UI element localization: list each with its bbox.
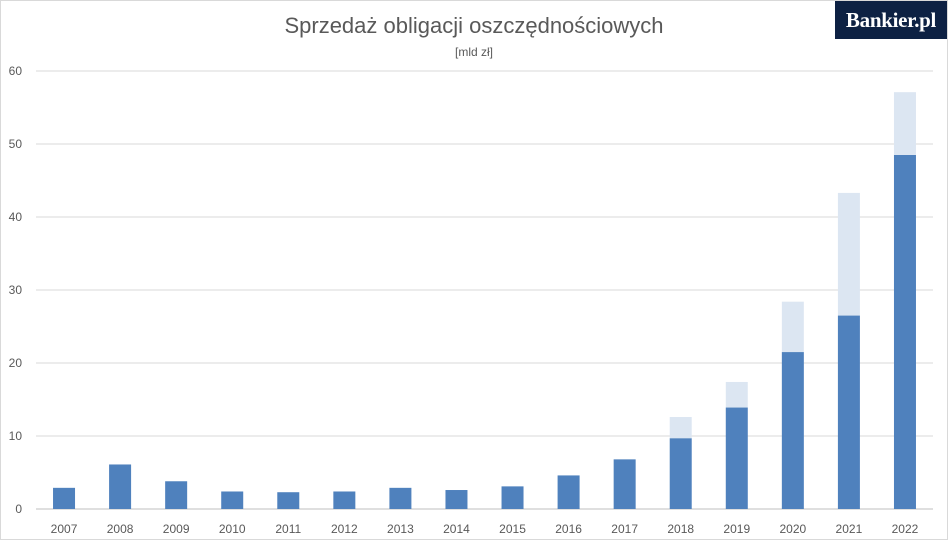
y-tick-label: 10 <box>9 429 23 443</box>
chart-subtitle: [mld zł] <box>454 45 493 59</box>
bar-2015-s1[interactable] <box>501 486 524 509</box>
bars <box>53 92 916 509</box>
bar-2022-s2[interactable] <box>893 92 916 155</box>
x-tick-label: 2011 <box>275 522 301 536</box>
bar-2016-s1[interactable] <box>557 475 580 509</box>
x-tick-label: 2009 <box>163 522 190 536</box>
bar-2010-s1[interactable] <box>221 491 244 509</box>
x-tick-label: 2017 <box>611 522 638 536</box>
x-tick-label: 2012 <box>331 522 358 536</box>
bar-2012-s1[interactable] <box>333 491 356 509</box>
bar-2022-s1[interactable] <box>893 154 916 509</box>
y-tick-label: 20 <box>9 356 23 370</box>
x-tick-label: 2007 <box>51 522 78 536</box>
logo-text: Bankier.pl <box>845 7 937 32</box>
bar-2014-s1[interactable] <box>445 490 468 509</box>
y-tick-label: 40 <box>9 210 23 224</box>
y-axis-ticks: 0 10 20 30 40 50 60 <box>9 64 23 516</box>
bar-2018-s2[interactable] <box>669 417 692 439</box>
bar-2021-s2[interactable] <box>837 192 860 316</box>
x-tick-label: 2015 <box>499 522 526 536</box>
bar-2008-s1[interactable] <box>109 464 132 509</box>
bar-2018-s1[interactable] <box>669 438 692 509</box>
x-tick-label: 2016 <box>555 522 582 536</box>
x-tick-label: 2022 <box>892 522 919 536</box>
y-tick-label: 50 <box>9 137 23 151</box>
bankier-logo[interactable]: Bankier.pl <box>835 1 947 39</box>
x-tick-label: 2008 <box>107 522 134 536</box>
y-tick-label: 0 <box>15 502 22 516</box>
bar-2009-s1[interactable] <box>165 481 188 509</box>
y-tick-label: 60 <box>9 64 23 78</box>
bar-2020-s2[interactable] <box>781 301 804 353</box>
x-tick-label: 2014 <box>443 522 470 536</box>
bar-2019-s1[interactable] <box>725 407 748 509</box>
x-tick-label: 2021 <box>836 522 863 536</box>
bar-2011-s1[interactable] <box>277 492 300 509</box>
x-axis-ticks: 2007 2008 2009 2010 2011 2012 2013 2014 2015 2016… <box>51 522 919 536</box>
bar-2019-s2[interactable] <box>725 381 748 408</box>
y-tick-label: 30 <box>9 283 23 297</box>
bar-2020-s1[interactable] <box>781 352 804 509</box>
bar-2021-s1[interactable] <box>837 315 860 509</box>
x-tick-label: 2019 <box>723 522 750 536</box>
x-tick-label: 2020 <box>779 522 806 536</box>
x-tick-label: 2010 <box>219 522 246 536</box>
bar-2013-s1[interactable] <box>389 487 412 509</box>
x-tick-label: 2018 <box>667 522 694 536</box>
chart-title: Sprzedaż obligacji oszczędnościowych <box>284 13 664 38</box>
bar-2017-s1[interactable] <box>613 459 636 509</box>
x-tick-label: 2013 <box>387 522 414 536</box>
bar-2007-s1[interactable] <box>53 487 76 509</box>
